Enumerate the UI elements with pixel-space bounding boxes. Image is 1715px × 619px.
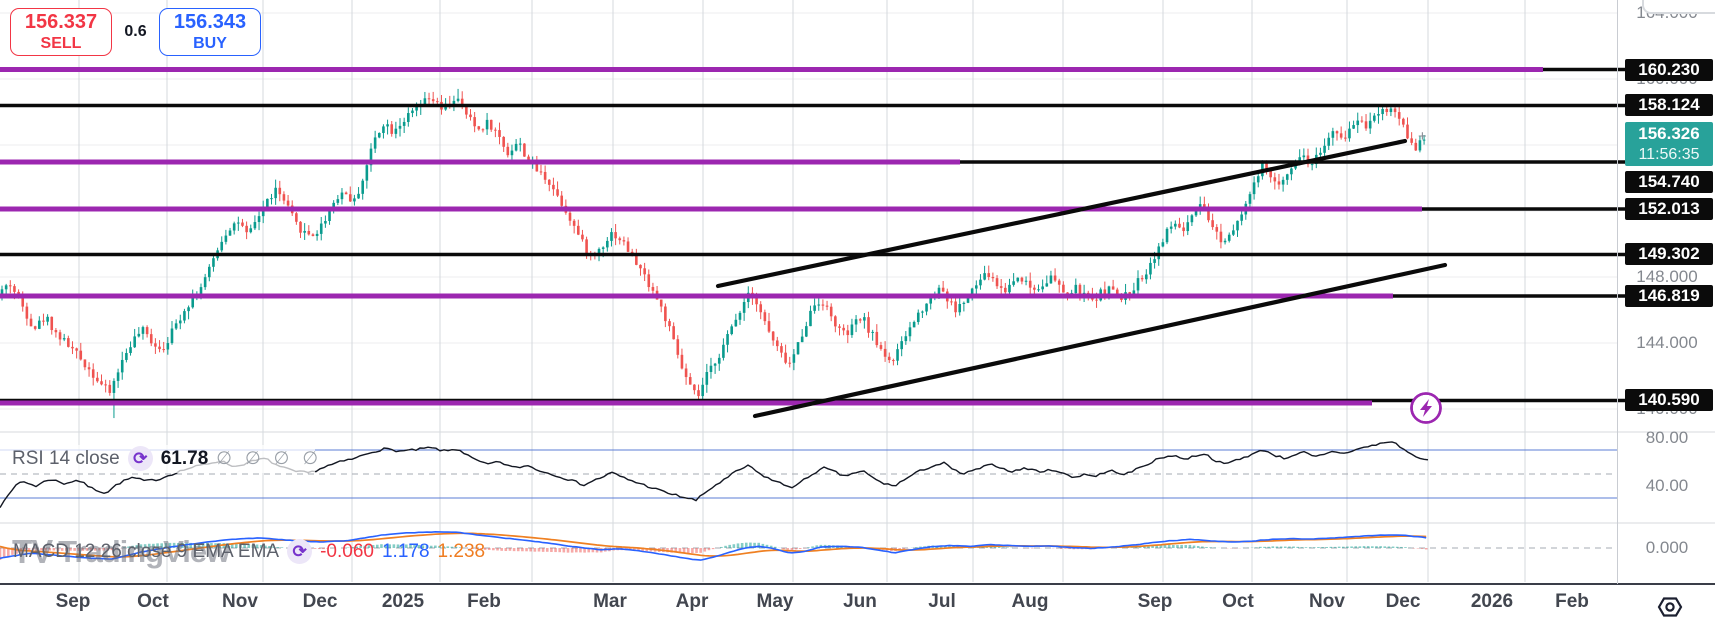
time-axis-label[interactable]: 2026 bbox=[1470, 591, 1514, 612]
current-price-countdown: 11:56:35 bbox=[1638, 146, 1700, 163]
top-right-widget[interactable] bbox=[1642, 0, 1715, 14]
macd-legend: MACD 12 26 close 9 EMA EMA ⟳ -0.060 1.17… bbox=[13, 539, 485, 564]
time-axis-label[interactable]: Apr bbox=[675, 591, 709, 612]
level-price-label: 158.124 bbox=[1625, 94, 1713, 116]
price-axis-border bbox=[1617, 0, 1618, 584]
tradingview-watermark: TV TradingView bbox=[12, 533, 230, 571]
macd-refresh-icon[interactable]: ⟳ bbox=[287, 539, 313, 564]
tradingview-logo-icon: TV bbox=[12, 533, 53, 570]
bar-plus-marker: + bbox=[1418, 128, 1427, 145]
macd-line-value: 1.178 bbox=[381, 540, 430, 562]
current-price-label: 156.326 11:56:35 bbox=[1625, 122, 1713, 166]
time-axis-label[interactable]: 2025 bbox=[381, 591, 425, 612]
time-axis-label[interactable]: Oct bbox=[137, 591, 169, 612]
time-axis-label[interactable]: Dec bbox=[302, 591, 338, 612]
time-axis-label[interactable]: Mar bbox=[593, 591, 627, 612]
spread-value: 0.6 bbox=[124, 23, 147, 40]
macd-title[interactable]: MACD 12 26 close 9 EMA EMA bbox=[13, 540, 280, 562]
price-axis-label[interactable]: 0.000 bbox=[1645, 538, 1689, 557]
time-axis-label[interactable]: May bbox=[756, 591, 794, 612]
sell-button[interactable]: 156.337 SELL bbox=[10, 8, 112, 56]
macd-histogram-value: -0.060 bbox=[320, 540, 374, 562]
buy-label: BUY bbox=[193, 35, 227, 52]
broker-quote-panel: 156.337 SELL 0.6 156.343 BUY bbox=[10, 8, 261, 56]
tradingview-watermark-text: TradingView bbox=[58, 534, 230, 569]
time-axis-label[interactable]: Jul bbox=[928, 591, 956, 612]
sell-price: 156.337 bbox=[24, 11, 98, 33]
time-axis-label[interactable]: Sep bbox=[1137, 591, 1173, 612]
rsi-legend: RSI 14 close ⟳ 61.78 ∅ ∅ ∅ ∅ bbox=[12, 446, 322, 471]
buy-button[interactable]: 156.343 BUY bbox=[159, 8, 261, 56]
time-axis-label[interactable]: Feb bbox=[467, 591, 501, 612]
rsi-null-values: ∅ ∅ ∅ ∅ bbox=[216, 448, 323, 468]
price-axis-label[interactable]: 80.00 bbox=[1645, 428, 1689, 447]
rsi-value: 61.78 bbox=[160, 447, 209, 469]
price-axis-label[interactable]: 40.00 bbox=[1645, 476, 1689, 495]
time-axis-label[interactable]: Jun bbox=[843, 591, 877, 612]
level-price-label: 154.740 bbox=[1625, 171, 1713, 193]
sell-label: SELL bbox=[40, 35, 82, 52]
time-axis-label[interactable]: Oct bbox=[1222, 591, 1254, 612]
time-axis-label[interactable]: Sep bbox=[55, 591, 91, 612]
level-price-label: 146.819 bbox=[1625, 285, 1713, 307]
level-price-label: 160.230 bbox=[1625, 59, 1713, 81]
time-axis-label[interactable]: Feb bbox=[1555, 591, 1589, 612]
current-price-value: 156.326 bbox=[1638, 124, 1700, 143]
time-axis-label[interactable]: Nov bbox=[222, 591, 258, 612]
macd-signal-value: 1.238 bbox=[437, 540, 486, 562]
price-axis-label[interactable]: 144.000 bbox=[1636, 333, 1698, 352]
price-axis-label[interactable]: 148.000 bbox=[1636, 267, 1698, 286]
time-axis-label[interactable]: Aug bbox=[1011, 591, 1049, 612]
time-axis[interactable] bbox=[0, 585, 1715, 619]
rsi-refresh-icon[interactable]: ⟳ bbox=[127, 446, 153, 471]
buy-price: 156.343 bbox=[173, 11, 247, 33]
rsi-legend-dim bbox=[0, 445, 315, 473]
time-axis-label[interactable]: Dec bbox=[1385, 591, 1421, 612]
time-axis-label[interactable]: Nov bbox=[1309, 591, 1345, 612]
level-price-label: 140.590 bbox=[1625, 389, 1713, 411]
rsi-title[interactable]: RSI 14 close bbox=[12, 447, 120, 469]
hexagon-eye-icon[interactable] bbox=[1652, 594, 1686, 619]
level-price-label: 149.302 bbox=[1625, 243, 1713, 265]
level-price-label: 152.013 bbox=[1625, 198, 1713, 220]
